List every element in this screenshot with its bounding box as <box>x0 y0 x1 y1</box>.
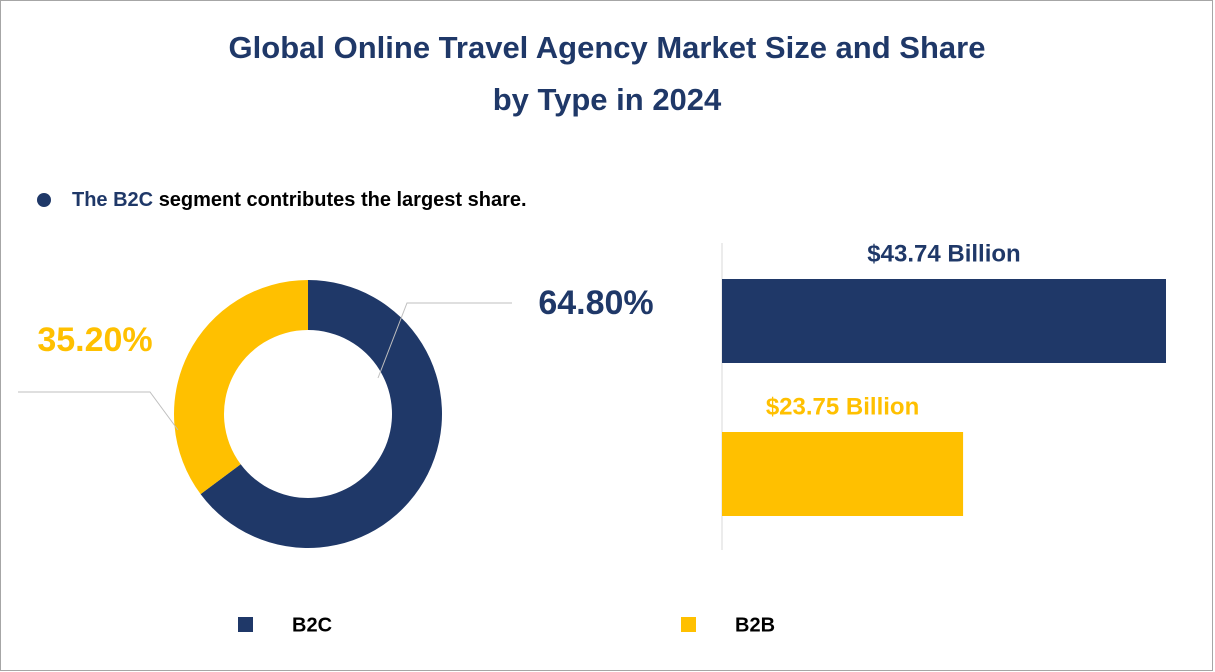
data-label: 35.20% <box>37 321 152 359</box>
bar <box>722 432 964 516</box>
bullet <box>37 193 51 207</box>
highlight-text: segment contributes the largest share. <box>159 189 527 211</box>
donut-segment <box>200 280 442 548</box>
legend-swatch <box>238 617 253 632</box>
leader-line <box>18 391 179 431</box>
data-label: $43.74 Billion <box>867 240 1020 267</box>
data-label: 64.80% <box>538 284 653 322</box>
highlight: The B2C segment contributes the largest … <box>72 189 527 211</box>
legend-swatch <box>681 617 696 632</box>
bar <box>722 279 1166 363</box>
title-line: Global Online Travel Agency Market Size … <box>229 30 986 65</box>
highlight-lead: The B2C <box>72 189 153 211</box>
data-label: $23.75 Billion <box>766 393 919 420</box>
title-line: by Type in 2024 <box>493 82 722 117</box>
legend-label: B2C <box>292 614 332 636</box>
donut-segment <box>173 280 308 495</box>
leader-line <box>377 302 512 379</box>
legend-label: B2B <box>735 614 775 636</box>
